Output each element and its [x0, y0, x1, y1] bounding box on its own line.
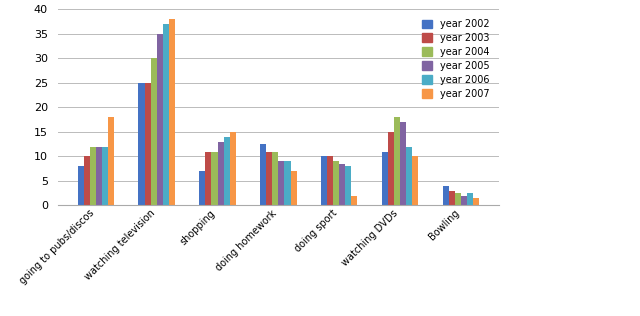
- Bar: [77, 166, 84, 205]
- Bar: [278, 161, 285, 205]
- Bar: [84, 156, 90, 205]
- Bar: [400, 122, 406, 205]
- Bar: [205, 151, 211, 205]
- Bar: [285, 161, 291, 205]
- Bar: [218, 142, 223, 205]
- Bar: [157, 34, 163, 205]
- Bar: [266, 151, 272, 205]
- Bar: [230, 132, 236, 205]
- Bar: [211, 151, 218, 205]
- Bar: [260, 144, 266, 205]
- Bar: [90, 147, 96, 205]
- Bar: [382, 151, 388, 205]
- Bar: [199, 171, 205, 205]
- Bar: [272, 151, 278, 205]
- Bar: [102, 147, 108, 205]
- Bar: [461, 196, 467, 205]
- Bar: [145, 83, 150, 205]
- Bar: [455, 193, 461, 205]
- Bar: [108, 117, 114, 205]
- Bar: [150, 58, 157, 205]
- Bar: [327, 156, 333, 205]
- Bar: [138, 83, 145, 205]
- Bar: [449, 191, 455, 205]
- Bar: [169, 19, 175, 205]
- Bar: [443, 186, 449, 205]
- Bar: [412, 156, 419, 205]
- Bar: [351, 196, 358, 205]
- Bar: [339, 164, 346, 205]
- Legend: year 2002, year 2003, year 2004, year 2005, year 2006, year 2007: year 2002, year 2003, year 2004, year 20…: [417, 14, 494, 104]
- Bar: [291, 171, 297, 205]
- Bar: [406, 147, 412, 205]
- Bar: [467, 193, 473, 205]
- Bar: [394, 117, 400, 205]
- Bar: [473, 198, 479, 205]
- Bar: [223, 137, 230, 205]
- Bar: [333, 161, 339, 205]
- Bar: [163, 24, 169, 205]
- Bar: [321, 156, 327, 205]
- Bar: [96, 147, 102, 205]
- Bar: [346, 166, 351, 205]
- Bar: [388, 132, 394, 205]
